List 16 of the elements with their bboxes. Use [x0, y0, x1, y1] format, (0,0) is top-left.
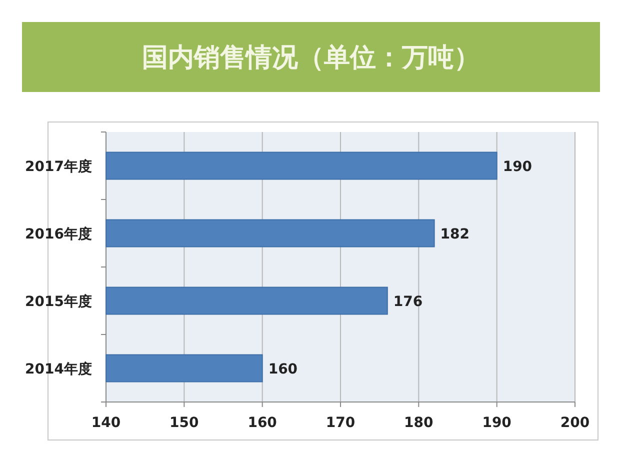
y-tick-label: 2015年度: [25, 292, 92, 310]
data-label: 176: [393, 294, 423, 310]
chart-title: 国内销售情况（单位：万吨）: [142, 43, 480, 73]
x-tick-label: 170: [326, 415, 356, 431]
x-tick-label: 160: [248, 415, 278, 431]
x-tick-label: 150: [170, 415, 200, 431]
data-label: 190: [502, 158, 532, 175]
data-label: 160: [268, 361, 298, 378]
y-tick-label: 2016年度: [25, 225, 92, 242]
x-tick-label: 200: [560, 415, 590, 431]
x-tick-label: 190: [482, 415, 512, 431]
data-label: 182: [440, 226, 470, 242]
x-tick-label: 180: [404, 415, 434, 431]
x-tick-label: 140: [91, 415, 121, 431]
y-tick-label: 2014年度: [25, 360, 92, 378]
y-tick-label: 2017年度: [25, 158, 92, 175]
